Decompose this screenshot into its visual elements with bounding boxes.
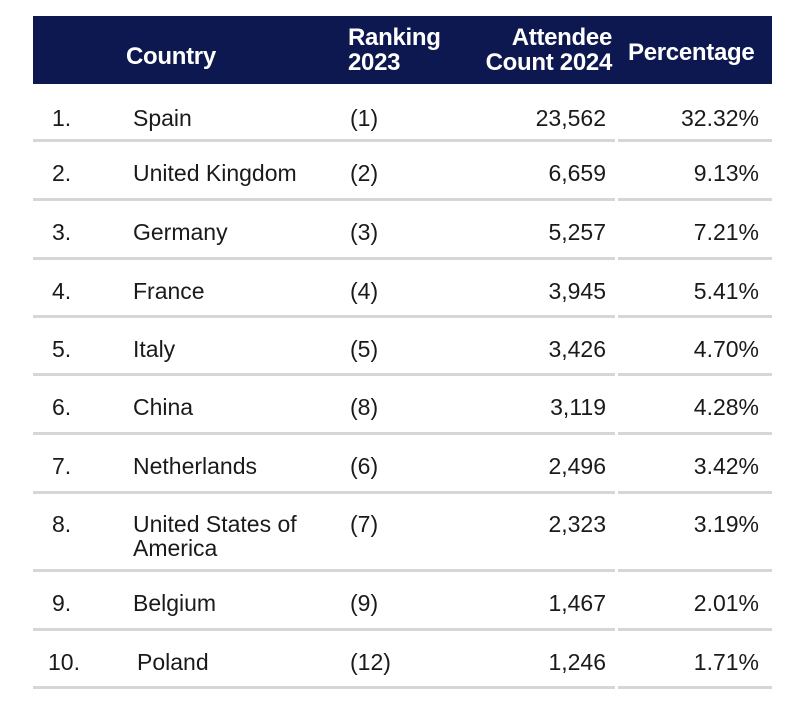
attendee-table: Country Ranking 2023 Attendee Count 2024…: [33, 16, 772, 689]
row-ranking-2023: (2): [350, 160, 379, 186]
row-divider: [618, 315, 772, 318]
row-number: 9.: [52, 590, 72, 616]
row-number: 8.: [52, 511, 72, 537]
table-row: 9. Belgium (9) 1,467 2.01%: [33, 572, 772, 631]
row-ranking-2023: (9): [350, 590, 379, 616]
row-divider: [618, 373, 772, 376]
row-divider: [618, 569, 772, 572]
row-country: Netherlands: [133, 453, 258, 479]
row-country: Italy: [133, 336, 176, 362]
row-divider: [33, 491, 615, 494]
table-row: 2. United Kingdom (2) 6,659 9.13%: [33, 142, 772, 201]
row-divider: [33, 198, 615, 201]
row-divider: [618, 139, 772, 142]
table-row: 3. Germany (3) 5,257 7.21%: [33, 201, 772, 260]
row-country: China: [133, 394, 194, 420]
row-attendee-count: 2,323: [548, 511, 606, 537]
row-divider: [618, 628, 772, 631]
row-divider: [33, 257, 615, 260]
row-percentage: 32.32%: [680, 105, 759, 131]
row-divider: [33, 373, 615, 376]
row-divider: [33, 315, 615, 318]
row-divider: [33, 628, 615, 631]
table-row: 1. Spain (1) 23,562 32.32%: [33, 84, 772, 142]
row-percentage: 7.21%: [693, 219, 759, 245]
row-attendee-count: 2,496: [548, 453, 606, 479]
row-percentage: 2.01%: [693, 590, 759, 616]
row-ranking-2023: (1): [350, 105, 379, 131]
row-number: 2.: [52, 160, 72, 186]
row-number: 1.: [52, 105, 72, 131]
row-divider: [618, 686, 772, 689]
header-ranking-line2: 2023: [348, 49, 401, 76]
row-attendee-count: 1,246: [548, 649, 606, 675]
row-percentage: 3.42%: [693, 453, 759, 479]
table-row: 8. United States of America (7) 2,323 3.19%: [33, 494, 772, 572]
row-ranking-2023: (8): [350, 394, 379, 420]
row-country: Germany: [133, 219, 228, 245]
row-attendee-count: 3,426: [548, 336, 606, 362]
row-divider: [618, 257, 772, 260]
table-row: 5. Italy (5) 3,426 4.70%: [33, 318, 772, 376]
header-count-line2: Count 2024: [485, 49, 613, 76]
row-ranking-2023: (12): [350, 649, 391, 675]
table-row: 6. China (8) 3,119 4.28%: [33, 376, 772, 435]
row-ranking-2023: (7): [350, 511, 379, 537]
table-header: Country Ranking 2023 Attendee Count 2024…: [33, 16, 772, 84]
row-attendee-count: 3,945: [548, 278, 606, 304]
table-row: 7. Netherlands (6) 2,496 3.42%: [33, 435, 772, 494]
row-divider: [33, 432, 615, 435]
row-attendee-count: 1,467: [548, 590, 606, 616]
row-number: 6.: [52, 394, 72, 420]
row-ranking-2023: (4): [350, 278, 379, 304]
row-number: 4.: [52, 278, 72, 304]
header-ranking-line1: Ranking: [348, 24, 441, 51]
row-divider: [618, 432, 772, 435]
row-country: Poland: [137, 649, 209, 675]
row-ranking-2023: (3): [350, 219, 379, 245]
row-percentage: 1.71%: [693, 649, 759, 675]
row-ranking-2023: (6): [350, 453, 379, 479]
row-country: France: [133, 278, 205, 304]
row-percentage: 5.41%: [693, 278, 759, 304]
row-divider: [618, 198, 772, 201]
row-country: Spain: [133, 105, 192, 131]
row-percentage: 4.28%: [693, 394, 759, 420]
header-country: Country: [126, 43, 216, 70]
row-number: 5.: [52, 336, 72, 362]
header-attendee-count: Attendee Count 2024: [472, 24, 613, 76]
row-attendee-count: 23,562: [535, 105, 606, 131]
table-row: 4. France (4) 3,945 5.41%: [33, 260, 772, 318]
row-number: 7.: [52, 453, 72, 479]
header-percentage: Percentage: [628, 39, 755, 66]
row-attendee-count: 5,257: [548, 219, 606, 245]
row-divider: [618, 491, 772, 494]
row-divider: [33, 686, 615, 689]
row-divider: [33, 139, 615, 142]
row-country: Belgium: [133, 590, 217, 616]
header-count-line1: Attendee: [511, 24, 613, 51]
row-percentage: 9.13%: [693, 160, 759, 186]
row-percentage: 3.19%: [693, 511, 759, 537]
row-percentage: 4.70%: [693, 336, 759, 362]
row-country: United Kingdom: [133, 160, 297, 186]
row-number: 3.: [52, 219, 72, 245]
row-attendee-count: 3,119: [550, 394, 606, 420]
table-body: 1. Spain (1) 23,562 32.32% 2. United Kingdom (2…: [33, 84, 772, 689]
row-country: United States of America: [133, 511, 297, 561]
row-number: 10.: [48, 649, 80, 675]
row-divider: [33, 569, 615, 572]
row-attendee-count: 6,659: [548, 160, 606, 186]
header-ranking: Ranking 2023: [348, 25, 441, 75]
table-row: 10. Poland (12) 1,246 1.71%: [33, 631, 772, 689]
row-ranking-2023: (5): [350, 336, 379, 362]
